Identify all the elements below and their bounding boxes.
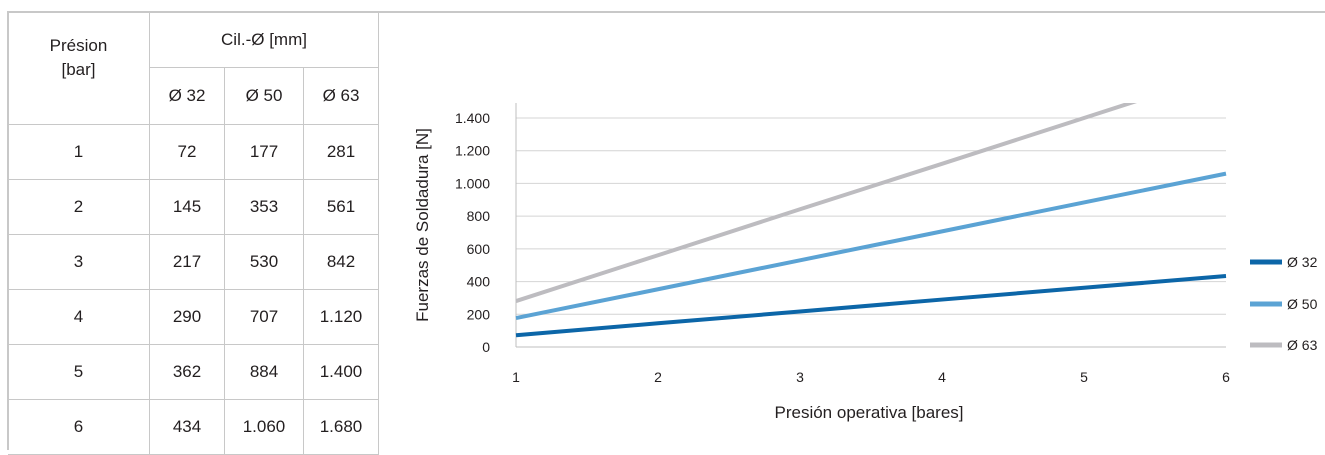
pressure-header-line2: [bar] [61,60,96,79]
x-tick-label: 4 [938,369,946,385]
x-tick-label: 2 [654,369,662,385]
chart-legend: Ø 32 Ø 50 Ø 63 [1250,254,1318,353]
table-top-border [7,11,1325,13]
legend-label: Ø 32 [1287,254,1318,270]
legend-label: Ø 50 [1287,296,1318,312]
pressure-header-line1: Présion [49,36,108,55]
series-line [515,103,1138,303]
cylinder-diameter-header: Cil.-Ø [mm] [149,12,379,68]
table-row: 1 72 177 281 [8,124,379,180]
x-axis-title: Presión operativa [bares] [775,403,964,422]
y-tick-label: 0 [482,339,490,355]
table-cell: 1.400 [303,344,379,400]
table-cell: 3 [8,234,150,290]
table-row: 3 217 530 842 [8,234,379,290]
y-axis-title: Fuerzas de Soldadura [N] [413,128,432,322]
y-axis-ticks: 0 200 400 600 800 1.000 1.200 1.400 [455,110,490,355]
chart-series [515,103,1227,338]
pressure-force-table: Présion [bar] Cil.-Ø [mm] Ø 32 Ø 50 Ø 63… [8,12,379,455]
series-line [515,171,1227,321]
table-cell: 4 [8,289,150,345]
x-axis-ticks: 1 2 3 4 5 6 [512,369,1230,385]
table-cell: 362 [149,344,225,400]
table-subheader-row: Ø 32 Ø 50 Ø 63 [8,67,379,125]
y-tick-label: 400 [467,274,491,290]
series-line [515,274,1227,338]
table-cell: 1 [8,124,150,180]
legend-label: Ø 63 [1287,337,1318,353]
chart-gridlines [516,117,1226,315]
y-tick-label: 1.200 [455,143,490,159]
y-tick-label: 1.400 [455,110,490,126]
table-header-row: Présion [bar] Cil.-Ø [mm] [8,12,379,125]
table-cell: 72 [149,124,225,180]
table-cell: 145 [149,179,225,235]
table-cell: 177 [224,124,304,180]
subheader-d50: Ø 50 [224,67,304,125]
y-tick-label: 1.000 [455,175,490,191]
x-tick-label: 6 [1222,369,1230,385]
table-cell: 281 [303,124,379,180]
table-cell: 2 [8,179,150,235]
subheader-d63: Ø 63 [303,67,379,125]
chart-axes [515,103,1226,348]
table-cell: 1.120 [303,289,379,345]
table-cell: 561 [303,179,379,235]
table-row: 5 362 884 1.400 [8,344,379,400]
y-tick-label: 800 [467,208,491,224]
table-row: 2 145 353 561 [8,179,379,235]
y-tick-label: 200 [467,306,491,322]
table-cell: 530 [224,234,304,290]
table-cell: 842 [303,234,379,290]
x-tick-label: 3 [796,369,804,385]
x-tick-label: 5 [1080,369,1088,385]
pressure-header: Présion [bar] [8,12,150,125]
x-tick-label: 1 [512,369,520,385]
table-cell: 1.060 [224,399,304,455]
table-cell: 217 [149,234,225,290]
y-tick-label: 600 [467,241,491,257]
table-cell: 1.680 [303,399,379,455]
table-cell: 707 [224,289,304,345]
